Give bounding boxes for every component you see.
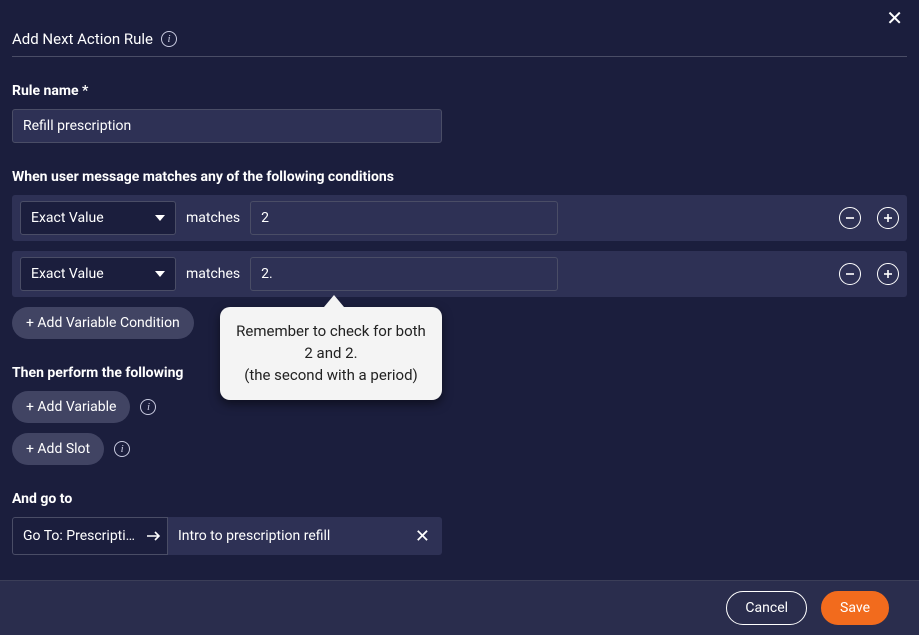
- info-icon[interactable]: i: [140, 399, 156, 415]
- add-variable-row: + Add Variable i: [12, 391, 907, 423]
- chevron-down-icon: [155, 270, 165, 278]
- close-icon[interactable]: ✕: [886, 8, 903, 28]
- arrow-right-icon: [147, 531, 161, 541]
- goto-heading: And go to: [12, 491, 907, 507]
- then-section: Then perform the following + Add Variabl…: [12, 365, 907, 465]
- rule-name-input[interactable]: [12, 109, 442, 143]
- condition-type-select[interactable]: Exact Value: [20, 201, 176, 235]
- clear-goto-icon[interactable]: ✕: [403, 526, 442, 547]
- conditions-section: When user message matches any of the fol…: [12, 169, 907, 339]
- add-slot-row: + Add Slot i: [12, 433, 907, 465]
- chevron-down-icon: [155, 214, 165, 222]
- then-heading: Then perform the following: [12, 365, 907, 381]
- condition-type-select[interactable]: Exact Value: [20, 257, 176, 291]
- rule-name-section: Rule name *: [12, 83, 907, 143]
- add-slot-button[interactable]: + Add Slot: [12, 433, 104, 465]
- hint-callout: Remember to check for both 2 and 2. (the…: [220, 307, 442, 400]
- condition-row: Exact Value matches: [12, 251, 907, 297]
- condition-row: Exact Value matches: [12, 195, 907, 241]
- goto-select-text: Go To: Prescription…: [23, 528, 143, 544]
- remove-condition-button[interactable]: [839, 263, 861, 285]
- callout-line2: (the second with a period): [232, 365, 430, 387]
- modal-footer: Cancel Save: [0, 580, 919, 635]
- condition-value-input[interactable]: [250, 201, 558, 235]
- goto-target-text: Intro to prescription refill: [168, 528, 403, 544]
- conditions-heading: When user message matches any of the fol…: [12, 169, 907, 185]
- add-condition-button[interactable]: [877, 263, 899, 285]
- save-button[interactable]: Save: [821, 591, 889, 625]
- goto-section: And go to Go To: Prescription… Intro to …: [12, 491, 907, 555]
- condition-value-input[interactable]: [250, 257, 558, 291]
- matches-label: matches: [186, 210, 240, 226]
- info-icon[interactable]: i: [114, 441, 130, 457]
- info-icon[interactable]: i: [161, 31, 177, 47]
- add-variable-button[interactable]: + Add Variable: [12, 391, 130, 423]
- add-condition-button[interactable]: [877, 207, 899, 229]
- cancel-button[interactable]: Cancel: [726, 591, 807, 625]
- goto-select[interactable]: Go To: Prescription…: [12, 517, 168, 555]
- condition-type-value: Exact Value: [31, 210, 104, 226]
- modal-container: ✕ Add Next Action Rule i Rule name * Whe…: [0, 0, 919, 635]
- add-variable-condition-button[interactable]: + Add Variable Condition: [12, 307, 194, 339]
- goto-row: Go To: Prescription… Intro to prescripti…: [12, 517, 442, 555]
- modal-header: Add Next Action Rule i: [12, 30, 907, 57]
- matches-label: matches: [186, 266, 240, 282]
- rule-name-label: Rule name *: [12, 83, 907, 99]
- modal-body: Add Next Action Rule i Rule name * When …: [0, 0, 919, 580]
- condition-type-value: Exact Value: [31, 266, 104, 282]
- remove-condition-button[interactable]: [839, 207, 861, 229]
- callout-line1: Remember to check for both 2 and 2.: [232, 321, 430, 365]
- modal-title: Add Next Action Rule: [12, 30, 153, 48]
